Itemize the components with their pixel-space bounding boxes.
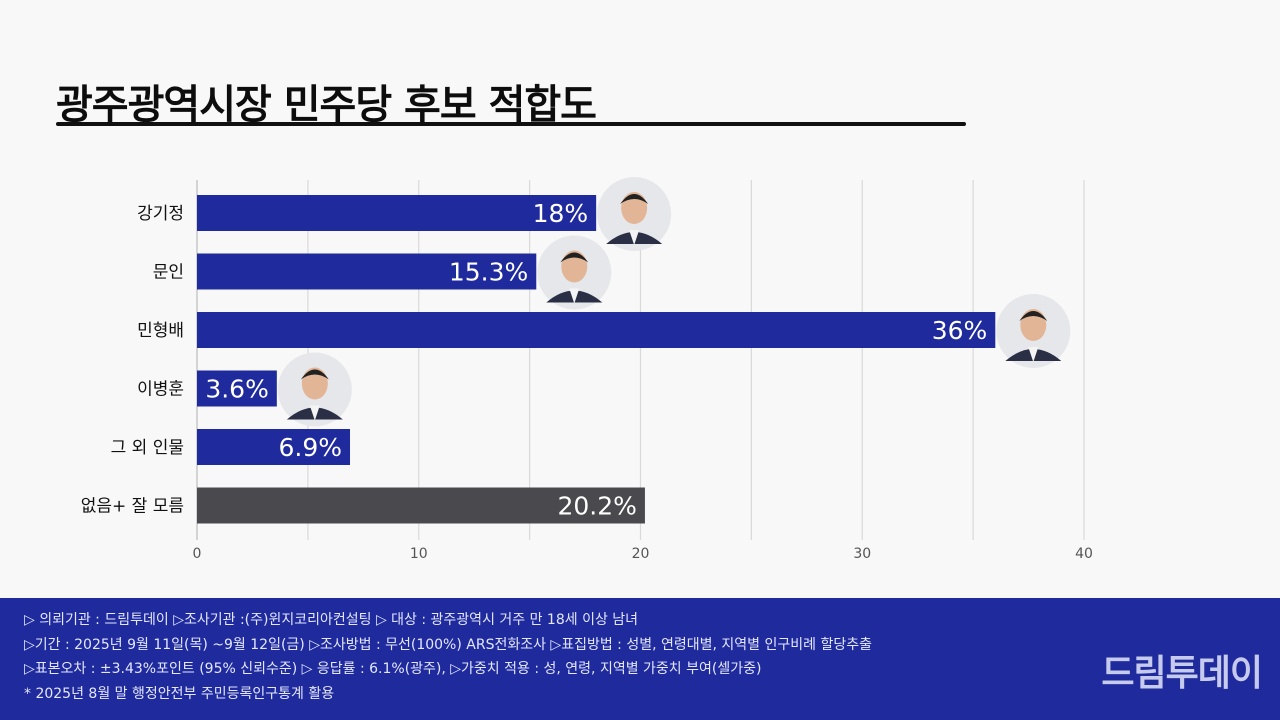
- survey-info-footer: ▷ 의뢰기관 : 드림투데이 ▷조사기관 :(주)윈지코리아컨설팅 ▷ 대상 :…: [0, 598, 1280, 720]
- x-tick-label: 20: [632, 546, 650, 562]
- category-label: 민형배: [137, 321, 184, 341]
- bar-value-label: 15.3%: [449, 258, 528, 287]
- candidate-hair: [300, 369, 329, 380]
- bar: [197, 195, 597, 231]
- x-tick-label: 40: [1075, 546, 1093, 562]
- category-label: 이병훈: [137, 380, 184, 400]
- bar-value-label: 20.2%: [558, 492, 637, 521]
- candidate-shirt: [1028, 347, 1039, 362]
- candidate-hair: [620, 194, 649, 204]
- category-label: 강기정: [137, 204, 184, 224]
- bar: [197, 312, 996, 348]
- bar: [197, 429, 351, 465]
- x-tick-label: 10: [410, 546, 428, 562]
- survey-info-lines: ▷ 의뢰기관 : 드림투데이 ▷조사기관 :(주)윈지코리아컨설팅 ▷ 대상 :…: [24, 608, 872, 706]
- category-label: 문인: [153, 263, 184, 283]
- bar-value-label: 3.6%: [205, 375, 269, 404]
- bar-value-label: 6.9%: [278, 433, 342, 462]
- bar-value-label: 36%: [932, 316, 988, 345]
- footer-line-client: ▷ 의뢰기관 : 드림투데이 ▷조사기관 :(주)윈지코리아컨설팅 ▷ 대상 :…: [24, 612, 639, 628]
- bar: [197, 253, 537, 290]
- candidate-shirt: [309, 405, 320, 421]
- footer-line-margin: ▷표본오차 : ±3.43%포인트 (95% 신뢰수준) ▷ 응답률 : 6.1…: [24, 661, 762, 677]
- bar-chart: 0 10 20 30 40 강기정 18% 문인 15.3% 민형배 36% 이병훈 3.6% 그 외 인…: [81, 177, 1093, 562]
- brand-logo: 드림투데이: [1101, 653, 1263, 694]
- x-tick-label: 30: [853, 546, 871, 562]
- candidate-hair: [560, 252, 589, 263]
- category-label: 없음+ 잘 모름: [81, 497, 184, 517]
- bar: [197, 487, 645, 524]
- footer-line-period: ▷기간 : 2025년 9월 11일(목) ~9월 12일(금) ▷조사방법 :…: [24, 636, 872, 653]
- candidate-shirt: [629, 230, 640, 245]
- candidate-hair: [1019, 311, 1048, 321]
- chart-title: 광주광역시장 민주당 후보 적합도: [56, 82, 597, 128]
- bar-value-label: 18%: [533, 199, 589, 228]
- category-label: 그 외 인물: [111, 438, 184, 458]
- title-underline: [56, 122, 966, 126]
- bar: [197, 370, 277, 407]
- footer-line-note: * 2025년 8월 말 행정안전부 주민등록인구통계 활용: [24, 685, 335, 702]
- candidate-shirt: [569, 288, 580, 304]
- x-tick-label: 0: [193, 546, 202, 562]
